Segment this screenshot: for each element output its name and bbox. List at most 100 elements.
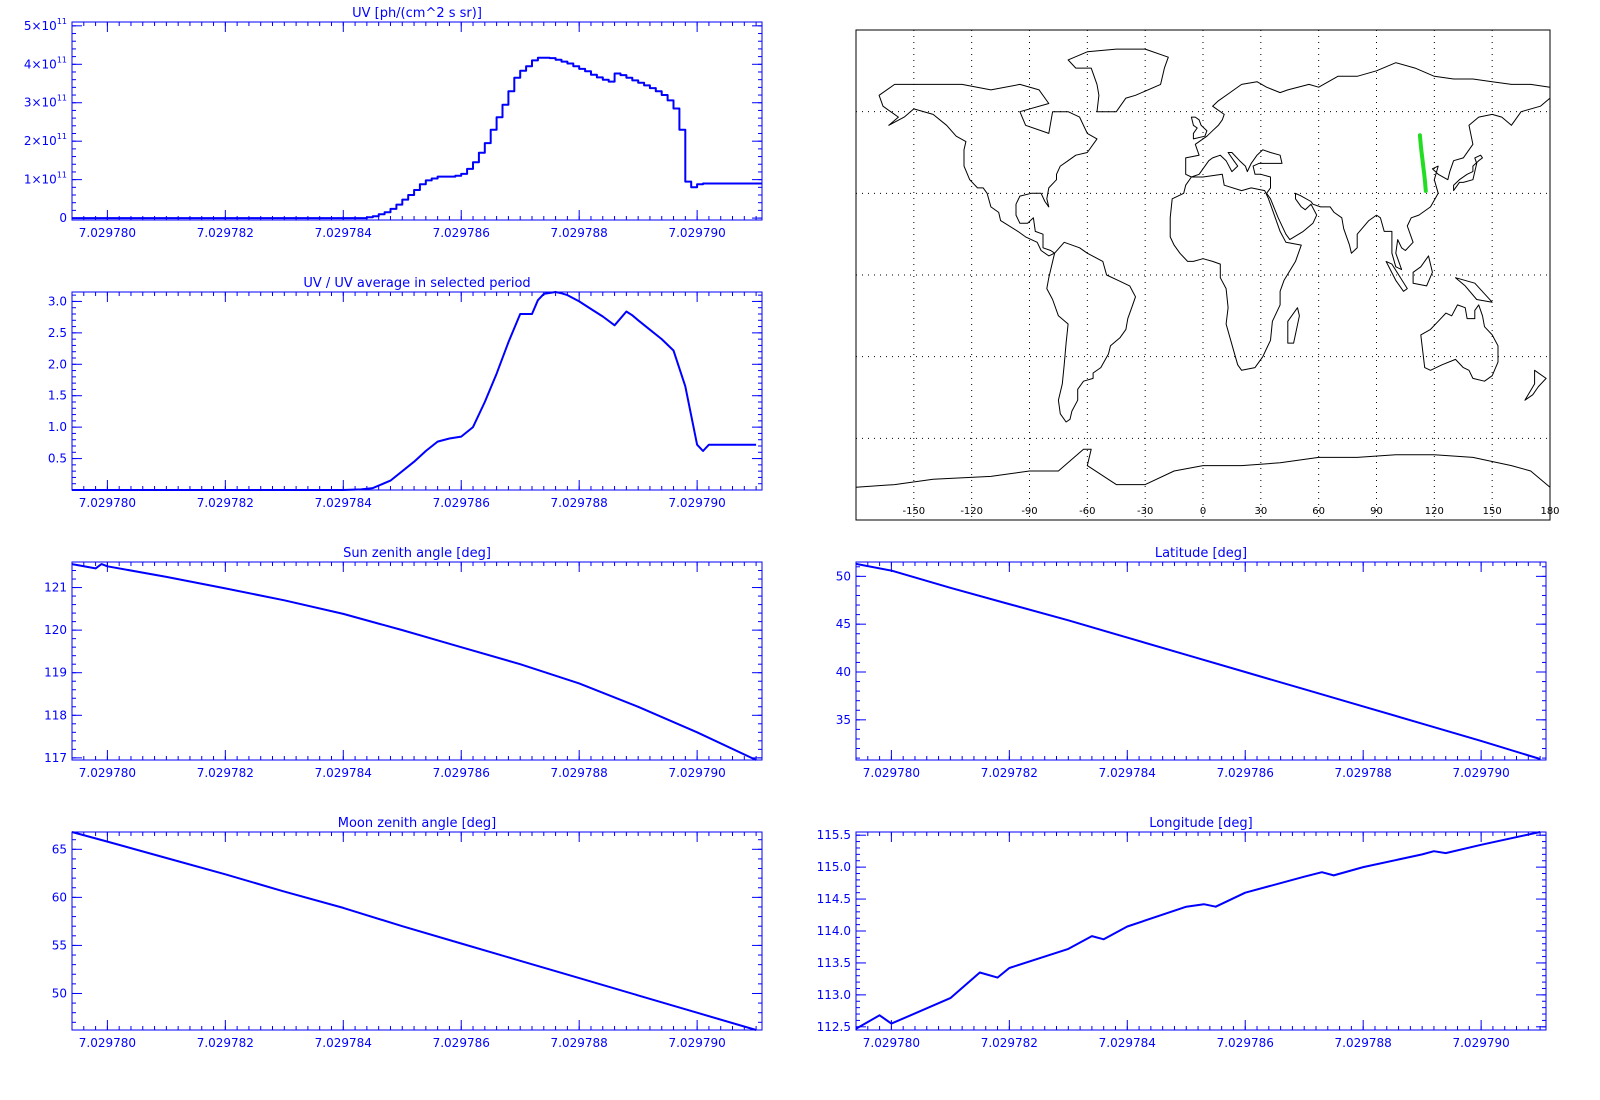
coastline-greenland	[1067, 48, 1169, 113]
longitude-tick-label: 30	[1254, 506, 1267, 517]
world-map-panel: -150 -120 -90 -60 -30 0 30 60 90 120 150 180	[855, 29, 1560, 521]
y-tick-label: 113.5	[817, 956, 851, 970]
x-tick-label: 7.029782	[197, 496, 254, 510]
longitude-tick-label: 0	[1200, 506, 1206, 517]
coastline-south-america	[1046, 241, 1136, 423]
y-tick-label: 0.5	[48, 452, 67, 466]
uv-ratio-panel: UV / UV average in selected period 7.029…	[48, 276, 763, 510]
x-tick-label: 7.029782	[197, 1036, 254, 1050]
x-tick-label: 7.029784	[315, 766, 372, 780]
coastline-borneo	[1412, 255, 1433, 287]
y-tick-label: 120	[44, 623, 67, 637]
coastline-madagascar	[1287, 307, 1300, 344]
y-tick-label: 112.5	[817, 1020, 851, 1034]
y-tick-label: 117	[44, 751, 67, 765]
x-tick-label: 7.029786	[433, 1036, 490, 1050]
x-tick-label: 7.029788	[1335, 766, 1392, 780]
satellite-track	[1417, 133, 1428, 193]
y-tick-label: 5×1011	[24, 17, 67, 33]
y-tick-label: 4×1011	[24, 55, 67, 71]
x-tick-label: 7.029786	[433, 226, 490, 240]
chart-title: Longitude [deg]	[1149, 816, 1252, 831]
y-tick-label: 2×1011	[24, 132, 67, 148]
chart-title: Sun zenith angle [deg]	[343, 546, 491, 561]
x-tick-label: 7.029784	[315, 496, 372, 510]
y-tick-label: 60	[52, 890, 67, 904]
y-tick-label: 1.0	[48, 420, 67, 434]
x-tick-label: 7.029790	[1452, 1036, 1509, 1050]
y-tick-label: 2.0	[48, 357, 67, 371]
x-tick-label: 7.029786	[433, 496, 490, 510]
coastline-sumatra	[1385, 260, 1408, 292]
chart-title: Moon zenith angle [deg]	[338, 816, 496, 831]
y-tick-label: 114.0	[817, 924, 851, 938]
x-tick-label: 7.029790	[668, 766, 725, 780]
y-tick-label: 2.5	[48, 326, 67, 340]
longitude-panel: Longitude [deg] 7.029780 7.029782 7.029784…	[817, 816, 1547, 1050]
series-line	[71, 831, 757, 1031]
longitude-tick-label: 150	[1483, 506, 1502, 517]
series-line	[855, 562, 1541, 760]
longitude-tick-label: -90	[1021, 506, 1037, 517]
y-tick-label: 45	[836, 617, 851, 631]
longitude-tick-label: -150	[902, 506, 925, 517]
longitude-tick-label: -30	[1137, 506, 1153, 517]
coastline-north-america	[878, 83, 1098, 257]
y-tick-label: 115.0	[817, 860, 851, 874]
x-tick-label: 7.029790	[1452, 766, 1509, 780]
coastline-britain	[1190, 116, 1208, 140]
series-line	[72, 291, 757, 491]
y-tick-label: 3×1011	[24, 94, 67, 110]
y-tick-label: 3.0	[48, 294, 67, 308]
y-tick-label: 65	[52, 842, 67, 856]
y-tick-label: 1.5	[48, 389, 67, 403]
longitude-tick-label: 120	[1425, 506, 1444, 517]
y-tick-label: 115.5	[817, 828, 851, 842]
x-tick-label: 7.029784	[1099, 1036, 1156, 1050]
y-tick-label: 50	[52, 986, 67, 1000]
sun-zenith-panel: Sun zenith angle [deg] 7.029780 7.029782 7…	[44, 546, 763, 780]
x-tick-label: 7.029782	[197, 766, 254, 780]
latitude-panel: Latitude [deg] 7.029780 7.029782 7.029784 7…	[836, 546, 1547, 780]
map-frame	[855, 29, 1551, 521]
series-line	[71, 563, 757, 761]
plot-frame	[855, 561, 1547, 761]
x-tick-label: 7.029780	[79, 226, 136, 240]
y-tick-label: 121	[44, 581, 67, 595]
y-tick-label: 40	[836, 665, 851, 679]
x-tick-label: 7.029786	[1217, 1036, 1274, 1050]
x-tick-label: 7.029780	[79, 496, 136, 510]
x-tick-label: 7.029782	[197, 226, 254, 240]
x-tick-label: 7.029784	[315, 1036, 372, 1050]
x-tick-label: 7.029790	[668, 226, 725, 240]
x-tick-label: 7.029784	[1099, 766, 1156, 780]
series-line	[72, 56, 762, 220]
plot-frame	[71, 21, 763, 221]
y-tick-label: 114.5	[817, 892, 851, 906]
longitude-tick-label: 90	[1370, 506, 1383, 517]
longitude-tick-label: 180	[1540, 506, 1559, 517]
plot-frame	[71, 561, 763, 761]
x-tick-label: 7.029786	[1217, 766, 1274, 780]
plot-frame	[71, 831, 763, 1031]
moon-zenith-panel: Moon zenith angle [deg] 7.029780 7.029782…	[52, 816, 763, 1050]
coastline-australia	[1420, 304, 1499, 382]
x-tick-label: 7.029780	[863, 766, 920, 780]
y-tick-label: 50	[836, 569, 851, 583]
x-tick-label: 7.029782	[981, 766, 1038, 780]
chart-title: UV / UV average in selected period	[303, 276, 530, 291]
x-tick-label: 7.029788	[551, 1036, 608, 1050]
y-tick-label: 119	[44, 666, 67, 680]
x-tick-label: 7.029790	[668, 1036, 725, 1050]
plot-frame	[855, 831, 1547, 1031]
x-tick-label: 7.029788	[551, 496, 608, 510]
coastline-japan	[1453, 154, 1483, 192]
y-tick-label: 35	[836, 713, 851, 727]
coastline-new-zealand	[1524, 369, 1547, 401]
x-tick-label: 7.029790	[668, 496, 725, 510]
chart-title: UV [ph/(cm^2 s sr)]	[352, 6, 482, 21]
x-tick-label: 7.029788	[551, 766, 608, 780]
x-tick-label: 7.029788	[551, 226, 608, 240]
y-tick-label: 118	[44, 708, 67, 722]
